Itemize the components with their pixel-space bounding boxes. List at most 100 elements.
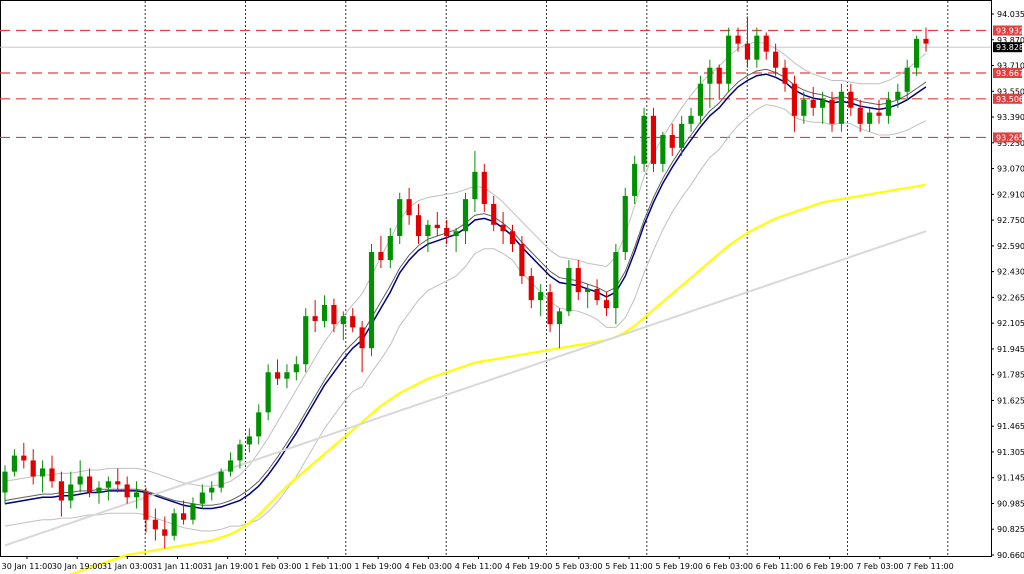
price-tick-label: 91.145 bbox=[997, 474, 1024, 483]
candle bbox=[293, 356, 299, 381]
candle bbox=[331, 298, 337, 333]
candle-body bbox=[218, 471, 224, 488]
level-price-label: 93.265 bbox=[996, 133, 1024, 142]
candle bbox=[143, 487, 149, 533]
candle-body bbox=[387, 236, 393, 261]
candle-body bbox=[30, 460, 36, 477]
candle-body bbox=[801, 99, 807, 116]
candle-body bbox=[58, 481, 64, 501]
candle bbox=[810, 86, 816, 116]
candle bbox=[763, 32, 769, 60]
candle-body bbox=[425, 224, 431, 237]
candle bbox=[387, 227, 393, 269]
price-tick-label: 93.230 bbox=[997, 139, 1024, 148]
candle bbox=[904, 59, 910, 100]
current-price-label: 93.828 bbox=[996, 43, 1024, 52]
candle-body bbox=[519, 244, 525, 277]
candle-body bbox=[227, 460, 234, 472]
candle-body bbox=[857, 107, 863, 124]
candle-body bbox=[838, 91, 845, 124]
time-tick-label: 1 Feb 19:00 bbox=[354, 562, 401, 571]
candle bbox=[40, 460, 46, 493]
indicator-line-6 bbox=[4, 230, 927, 547]
candle bbox=[528, 268, 534, 309]
candle bbox=[754, 27, 760, 68]
candle bbox=[359, 320, 365, 373]
candle-body bbox=[274, 372, 281, 379]
price-tick-label: 90.660 bbox=[997, 551, 1024, 560]
candle bbox=[801, 91, 807, 124]
candle bbox=[162, 516, 168, 549]
candle bbox=[350, 308, 356, 333]
candle bbox=[895, 83, 901, 108]
candle-body bbox=[143, 492, 149, 520]
candle bbox=[566, 260, 572, 317]
candle-body bbox=[660, 135, 666, 164]
candle-body bbox=[378, 252, 384, 261]
candle-body bbox=[115, 481, 121, 485]
candle bbox=[679, 115, 685, 156]
candle-body bbox=[359, 327, 365, 349]
candle bbox=[820, 91, 826, 124]
price-tick-label: 91.945 bbox=[997, 345, 1024, 354]
level-price-badge bbox=[993, 132, 1022, 143]
price-tick-label: 93.710 bbox=[997, 62, 1024, 71]
time-tick-label: 7 Feb 03:00 bbox=[856, 562, 903, 571]
candle bbox=[444, 219, 450, 245]
price-tick-label: 93.870 bbox=[997, 36, 1024, 45]
candle-body bbox=[575, 268, 581, 293]
candle bbox=[77, 460, 83, 493]
candle bbox=[622, 187, 628, 261]
candle-body bbox=[171, 513, 177, 536]
candle-body bbox=[716, 67, 722, 84]
candle-body bbox=[763, 35, 769, 52]
level-price-badge bbox=[993, 93, 1022, 104]
candle bbox=[49, 455, 55, 488]
candle-body bbox=[256, 412, 262, 437]
time-tick-label: 5 Feb 03:00 bbox=[555, 562, 602, 571]
candle-body bbox=[603, 300, 610, 309]
candle bbox=[152, 508, 158, 541]
candle bbox=[594, 279, 600, 305]
candle-body bbox=[246, 436, 252, 445]
candle bbox=[397, 192, 403, 245]
indicator-line-5 bbox=[67, 183, 927, 574]
time-tick-label: 1 Feb 11:00 bbox=[304, 562, 351, 571]
candle bbox=[246, 428, 252, 453]
candle bbox=[744, 16, 751, 68]
candle bbox=[829, 91, 835, 132]
candle-body bbox=[481, 171, 487, 204]
candle bbox=[180, 500, 187, 525]
candle bbox=[791, 75, 798, 132]
candle-body bbox=[472, 171, 478, 200]
candle bbox=[434, 211, 440, 237]
candle-body bbox=[331, 304, 337, 325]
price-tick-label: 92.265 bbox=[997, 293, 1024, 302]
candle bbox=[650, 107, 657, 172]
price-tick-label: 93.390 bbox=[997, 113, 1024, 122]
candle-body bbox=[613, 252, 619, 309]
candle bbox=[86, 468, 93, 498]
plot-frame bbox=[0, 0, 992, 557]
price-tick-label: 91.465 bbox=[997, 422, 1024, 431]
candle bbox=[462, 192, 469, 245]
candle bbox=[378, 236, 384, 269]
candle-body bbox=[679, 123, 685, 148]
level-price-badge bbox=[993, 67, 1022, 78]
candle bbox=[603, 292, 610, 317]
candle-body bbox=[754, 35, 760, 60]
candle-body bbox=[697, 83, 704, 116]
time-axis: 30 Jan 11:00 30 Jan 19:00 31 Jan 03:00 31 J… bbox=[2, 556, 954, 571]
candle bbox=[199, 484, 205, 509]
level-price-label: 93.667 bbox=[996, 69, 1024, 78]
candle-body bbox=[782, 67, 788, 84]
level-price-label: 93.932 bbox=[996, 27, 1024, 36]
candle-body bbox=[237, 444, 243, 461]
candle-body bbox=[190, 503, 196, 520]
time-tick-label: 5 Feb 11:00 bbox=[605, 562, 652, 571]
candle-body bbox=[303, 316, 309, 365]
candle bbox=[68, 471, 74, 509]
candle-body bbox=[86, 476, 93, 493]
candle-body bbox=[707, 67, 713, 84]
